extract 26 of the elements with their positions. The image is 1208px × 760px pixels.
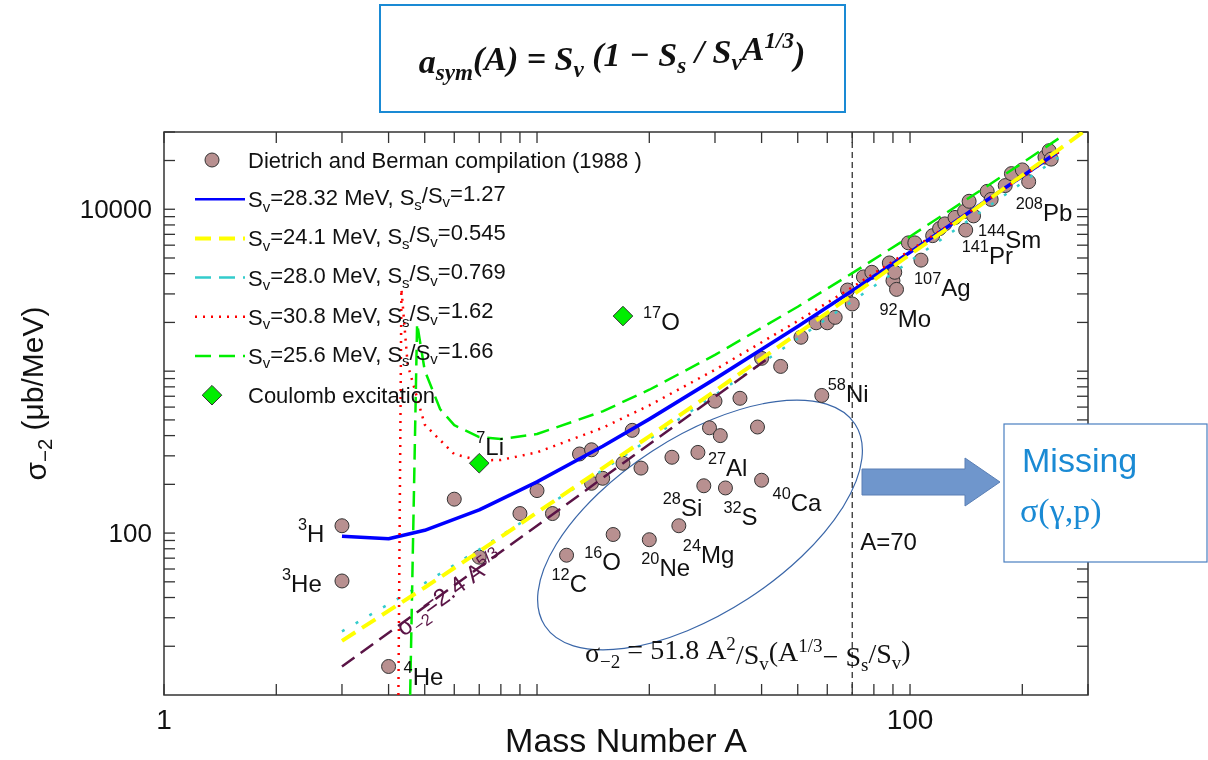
legend-label: S$_{v}$=28.0 MeV, S$_{s}$/S$_{v}$=0.769 xyxy=(248,259,506,294)
x-tick-label: 1 xyxy=(156,704,172,735)
legend-label: S$_{v}$=30.8 MeV, S$_{s}$/S$_{v}$=1.62 xyxy=(248,298,494,333)
annotation: $^{208}$Pb xyxy=(1015,193,1073,226)
annotation: $^{58}$Ni xyxy=(827,375,869,408)
y-tick-label: 10000 xyxy=(79,194,152,225)
annotation: $^{7}$Li xyxy=(476,428,504,461)
legend-label: S$_{v}$=25.6 MeV, S$_{s}$/S$_{v}$=1.66 xyxy=(248,337,494,372)
annotation: $^{40}$Ca xyxy=(772,484,823,517)
annotation: $^{3}$H xyxy=(297,514,325,547)
annotation: Missing σ(γ,p) xyxy=(1020,441,1138,530)
annotation: $^{32}$S xyxy=(723,497,758,530)
annotation: $^{27}$Al xyxy=(707,449,748,482)
legend-label: S$_{v}$=28.32 MeV, S$_{s}$/S$_{v}$=1.27 xyxy=(248,180,506,215)
annotation: $^{3}$He xyxy=(281,564,322,597)
chart-title: a$_{sym}$(A) = S$_{v}$ (1 − S$_{s}$ / S$_{v}$A$^{1/3}$) xyxy=(418,27,806,85)
legend-label: Coulomb excitation xyxy=(248,383,436,409)
legend-label: Dietrich and Berman compilation (1988 ) xyxy=(248,148,642,173)
ref-line-label: A=70 xyxy=(860,528,917,555)
annotation: $^{17}$O xyxy=(642,302,680,335)
annotation: $^{92}$Mo xyxy=(879,300,932,333)
legend-label: S$_{v}$=24.1 MeV, S$_{s}$/S$_{v}$=0.545 xyxy=(248,220,506,254)
annotation: $^{28}$Si xyxy=(662,488,703,521)
annotation: $^{107}$Ag xyxy=(913,268,971,301)
annotation: $^{4}$He xyxy=(403,658,444,691)
x-axis-title: Mass Number A xyxy=(505,721,748,759)
